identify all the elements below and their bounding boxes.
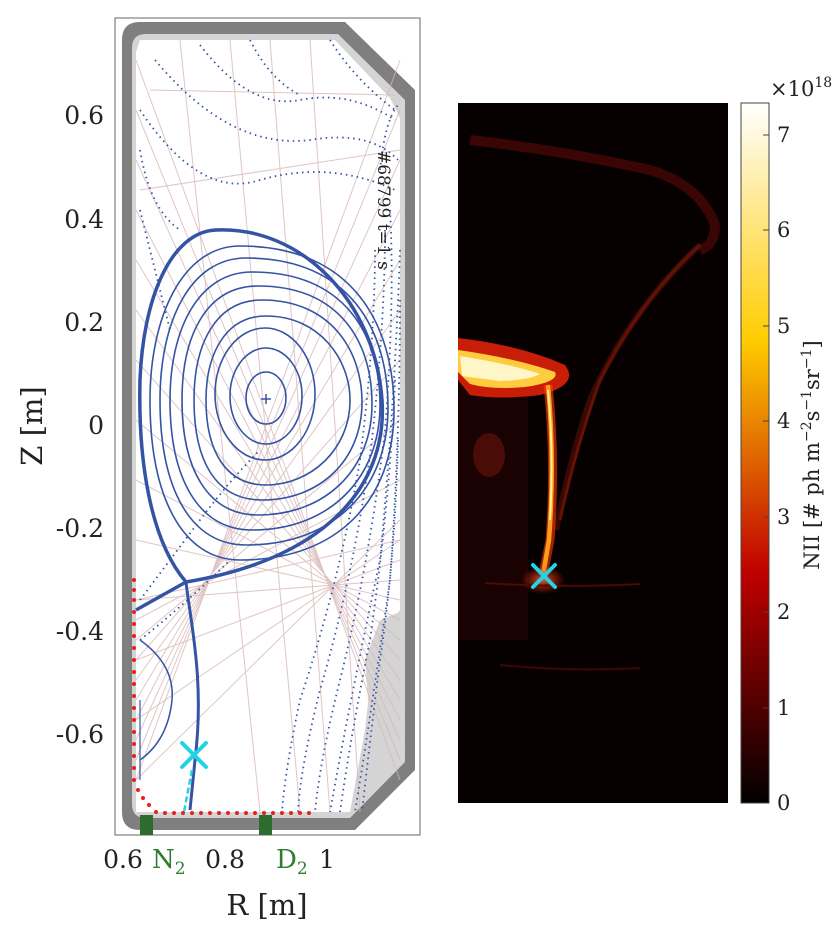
y-tick-label: 0.6 bbox=[64, 101, 104, 130]
lines-of-sight bbox=[135, 39, 401, 813]
gas-valve-d2 bbox=[259, 815, 272, 835]
colorbar-ticks bbox=[763, 134, 769, 804]
separatrix bbox=[135, 228, 385, 612]
colorbar: 0 1 2 3 4 5 6 7 ×1018 NII [# ph m−2s−1sr… bbox=[740, 75, 832, 815]
colorbar-tick-label: 4 bbox=[777, 409, 790, 433]
divertor-leg-inner bbox=[184, 581, 200, 811]
y-tick-label: -0.4 bbox=[56, 617, 104, 646]
y-axis-ticks: 0.6 0.4 0.2 0 -0.2 -0.4 -0.6 bbox=[56, 101, 104, 749]
x-point-marker bbox=[531, 563, 557, 589]
wall-probes bbox=[132, 578, 311, 815]
colorbar-label: NII [# ph m−2s−1sr−1] bbox=[799, 340, 824, 569]
colorbar-tick-label: 3 bbox=[777, 505, 790, 529]
colorbar-tick-label: 0 bbox=[777, 791, 790, 815]
x-point-marker bbox=[180, 741, 208, 769]
x-axis-label: R [m] bbox=[226, 888, 307, 922]
colorbar-tick-label: 2 bbox=[777, 600, 790, 624]
y-tick-label: -0.6 bbox=[56, 720, 104, 749]
equilibrium-plot: #68799 t=1 s 0.6 0.4 0.2 0 -0.2 -0.4 -0.… bbox=[15, 17, 421, 922]
x-tick-label: 0.6 bbox=[103, 845, 143, 874]
y-tick-label: -0.2 bbox=[56, 514, 104, 543]
open-field-lines bbox=[139, 39, 401, 813]
colorbar-tick-label: 5 bbox=[777, 314, 790, 338]
gas-valve-n2 bbox=[140, 815, 153, 835]
y-tick-label: 0.2 bbox=[64, 308, 104, 337]
colorbar-tick-label: 7 bbox=[777, 123, 790, 147]
magnetic-axis-marker bbox=[261, 394, 271, 404]
colorbar-tick-label: 6 bbox=[777, 218, 790, 242]
x-point-leg bbox=[182, 769, 194, 813]
private-flux-line bbox=[139, 639, 173, 761]
flux-surfaces bbox=[149, 245, 395, 561]
gas-label-d2: D2 bbox=[276, 845, 308, 879]
y-tick-label: 0 bbox=[88, 411, 104, 440]
x-tick-label: 1 bbox=[319, 845, 335, 874]
x-axis-ticks: 0.6 0.8 1 bbox=[103, 845, 335, 874]
colorbar-tick-label: 1 bbox=[777, 696, 790, 720]
colorbar-exponent: ×1018 bbox=[770, 75, 832, 101]
x-tick-label: 0.8 bbox=[205, 845, 245, 874]
colorbar-gradient bbox=[740, 102, 770, 804]
gas-label-n2: N2 bbox=[152, 845, 186, 879]
y-tick-label: 0.4 bbox=[64, 205, 104, 234]
camera-image bbox=[458, 103, 728, 803]
y-axis-label: Z [m] bbox=[15, 386, 49, 466]
shot-label: #68799 t=1 s bbox=[373, 150, 393, 270]
